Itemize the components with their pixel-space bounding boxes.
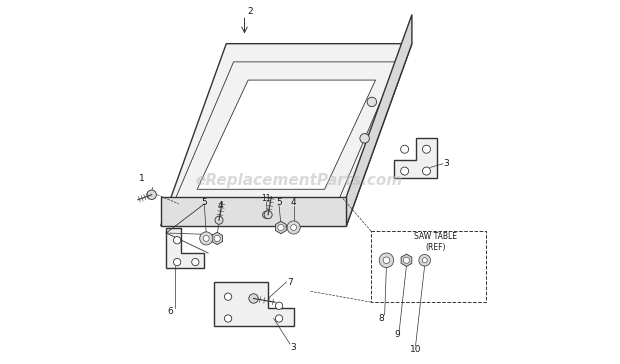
- Text: 9: 9: [394, 331, 401, 339]
- Circle shape: [174, 237, 181, 244]
- Circle shape: [422, 167, 430, 175]
- Text: 8: 8: [378, 314, 384, 323]
- Circle shape: [249, 294, 259, 303]
- Circle shape: [215, 216, 223, 224]
- Circle shape: [422, 145, 430, 153]
- Text: 3: 3: [291, 343, 296, 352]
- Circle shape: [401, 145, 409, 153]
- Text: 11: 11: [262, 194, 271, 203]
- Circle shape: [422, 258, 427, 263]
- Polygon shape: [161, 44, 412, 226]
- Circle shape: [214, 236, 220, 242]
- Circle shape: [419, 254, 430, 266]
- Polygon shape: [275, 221, 286, 234]
- Circle shape: [224, 293, 232, 300]
- Circle shape: [291, 225, 296, 230]
- Text: 4: 4: [291, 198, 296, 206]
- Polygon shape: [166, 228, 205, 268]
- Text: 5: 5: [276, 198, 282, 206]
- Polygon shape: [212, 232, 223, 245]
- Text: eReplacementParts.com: eReplacementParts.com: [195, 173, 403, 188]
- Circle shape: [401, 167, 409, 175]
- Polygon shape: [401, 254, 412, 266]
- Polygon shape: [197, 80, 376, 189]
- Circle shape: [367, 97, 376, 107]
- Circle shape: [200, 232, 213, 245]
- Bar: [371, 231, 486, 302]
- Polygon shape: [394, 138, 437, 178]
- Circle shape: [404, 257, 410, 263]
- Circle shape: [287, 221, 300, 234]
- Circle shape: [147, 190, 156, 199]
- Circle shape: [360, 134, 370, 143]
- Circle shape: [263, 211, 270, 218]
- Circle shape: [174, 258, 181, 266]
- Circle shape: [203, 236, 209, 241]
- Text: 6: 6: [167, 307, 173, 316]
- Polygon shape: [161, 197, 347, 226]
- Polygon shape: [213, 282, 294, 326]
- Text: 7: 7: [287, 278, 293, 286]
- Text: 4: 4: [218, 201, 224, 210]
- Text: 10: 10: [410, 345, 422, 354]
- Circle shape: [275, 302, 283, 309]
- Circle shape: [383, 257, 390, 264]
- Circle shape: [278, 224, 284, 231]
- Text: 5: 5: [202, 198, 207, 206]
- Text: SAW TABLE
(REF): SAW TABLE (REF): [414, 232, 457, 252]
- Circle shape: [192, 258, 199, 266]
- Text: 2: 2: [247, 7, 253, 16]
- Polygon shape: [347, 15, 412, 226]
- Circle shape: [264, 211, 272, 219]
- Text: 3: 3: [444, 159, 449, 168]
- Circle shape: [275, 315, 283, 322]
- Text: 1: 1: [139, 174, 144, 183]
- Circle shape: [379, 253, 394, 268]
- Circle shape: [224, 315, 232, 322]
